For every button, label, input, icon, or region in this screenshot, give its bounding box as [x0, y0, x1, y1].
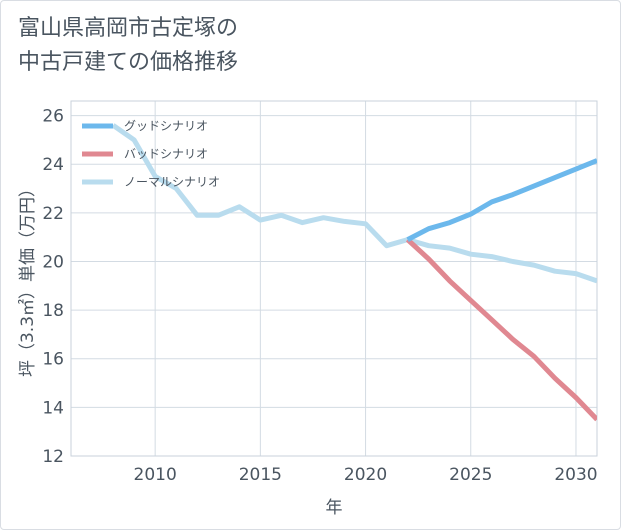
x-tick-label: 2010	[134, 465, 177, 485]
y-axis-title: 坪（3.3㎡）単価（万円）	[18, 180, 38, 377]
plot-area	[71, 101, 597, 456]
y-tick-label: 24	[42, 155, 64, 175]
legend-label-2: バッドシナリオ	[124, 147, 208, 161]
x-tick-label: 2025	[449, 465, 492, 485]
x-tick-label: 2030	[554, 465, 597, 485]
legend-label-1: グッドシナリオ	[124, 119, 208, 133]
series-group	[111, 123, 597, 422]
series-line-3	[111, 123, 597, 284]
chart-title-line-1: 富山県高岡市古定塚の	[18, 16, 239, 41]
y-tick-label: 16	[42, 350, 64, 370]
chart-title-line-2: 中古戸建ての価格推移	[18, 50, 239, 75]
x-tick-label: 2020	[344, 465, 387, 485]
x-tick-label: 2015	[239, 465, 282, 485]
y-tick-label: 18	[42, 301, 64, 321]
series-line-2	[405, 237, 597, 422]
series-line-1	[406, 158, 597, 242]
y-tick-label: 12	[42, 447, 64, 467]
x-axis-title: 年	[326, 498, 343, 518]
y-tick-label: 14	[42, 398, 64, 418]
chart-title: 富山県高岡市古定塚の 中古戸建ての価格推移	[18, 12, 238, 80]
y-tick-label: 22	[42, 204, 64, 224]
y-tick-label: 20	[42, 252, 64, 272]
legend-label-3: ノーマルシナリオ	[124, 175, 220, 189]
y-tick-label: 26	[42, 107, 64, 127]
